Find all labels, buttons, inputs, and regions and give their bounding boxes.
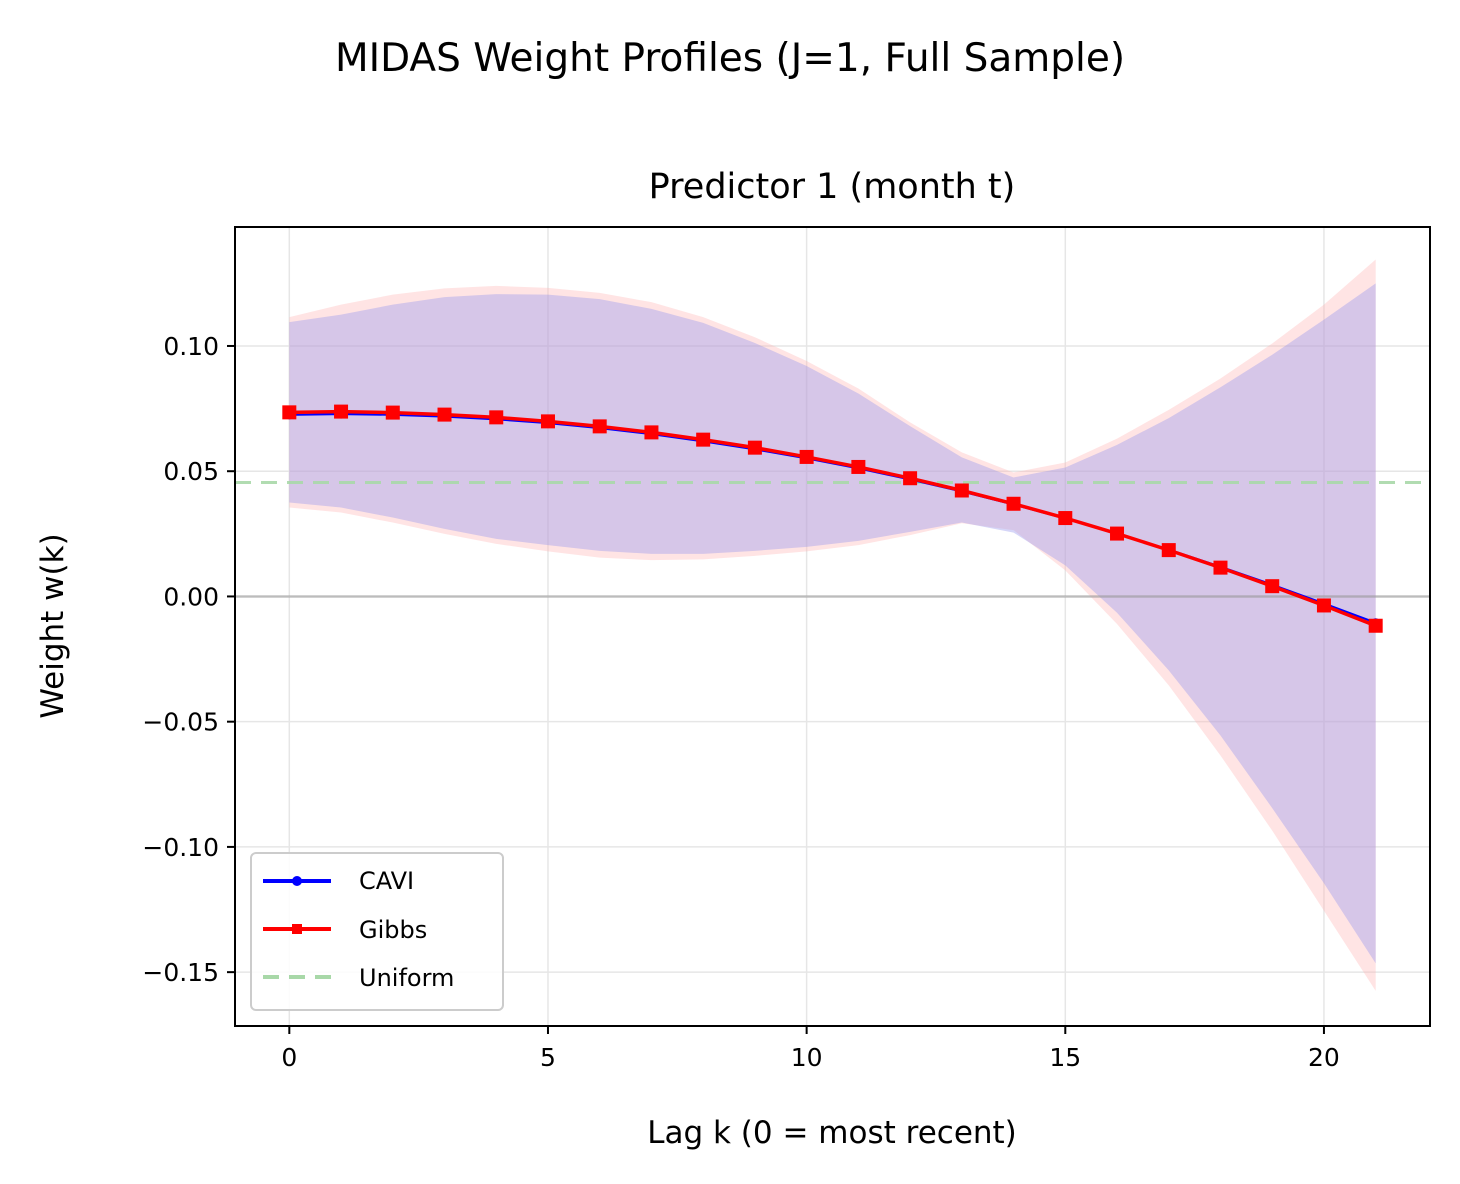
gibbs-point-16 bbox=[1110, 526, 1125, 541]
x-axis-label: Lag k (0 = most recent) bbox=[647, 1115, 1017, 1151]
y-tick-label-5: 0.10 bbox=[163, 332, 219, 361]
gibbs-point-21 bbox=[1368, 618, 1383, 633]
gibbs-point-6 bbox=[592, 419, 607, 434]
legend-frame bbox=[250, 852, 504, 1011]
legend: CAVI Gibbs Uniform bbox=[250, 852, 504, 1011]
gibbs-point-12 bbox=[903, 471, 918, 486]
legend-gibbs-marker bbox=[292, 924, 302, 934]
y-tick-label-1: −0.10 bbox=[142, 833, 219, 862]
gibbs-point-17 bbox=[1161, 543, 1176, 558]
gibbs-point-7 bbox=[644, 425, 659, 440]
legend-gibbs-label: Gibbs bbox=[359, 916, 427, 944]
gibbs-point-13 bbox=[954, 483, 969, 498]
gibbs-line bbox=[289, 409, 1377, 628]
gibbs-point-5 bbox=[540, 414, 555, 429]
y-axis-label: Weight w(k) bbox=[35, 533, 71, 718]
legend-cavi-marker bbox=[292, 876, 302, 886]
gibbs-point-19 bbox=[1265, 579, 1280, 594]
y-tick-label-2: −0.05 bbox=[142, 708, 219, 737]
gibbs-point-2 bbox=[385, 405, 400, 420]
x-tick-label-2: 10 bbox=[791, 1043, 823, 1072]
plot-content bbox=[235, 259, 1430, 991]
gibbs-point-9 bbox=[747, 440, 762, 455]
x-tick-label-3: 15 bbox=[1049, 1043, 1081, 1072]
gibbs-point-20 bbox=[1316, 598, 1331, 613]
y-tick-label-0: −0.15 bbox=[142, 958, 219, 987]
gibbs-point-4 bbox=[489, 410, 504, 425]
y-tick-label-3: 0.00 bbox=[163, 582, 219, 611]
x-tick-label-0: 0 bbox=[281, 1043, 297, 1072]
gibbs-point-0 bbox=[282, 405, 297, 420]
gibbs-interval-band bbox=[289, 259, 1376, 991]
chart-title: Predictor 1 (month t) bbox=[649, 167, 1016, 207]
gibbs-point-11 bbox=[851, 459, 866, 474]
x-tick-label-1: 5 bbox=[540, 1043, 556, 1072]
gibbs-point-10 bbox=[799, 449, 814, 464]
gibbs-point-18 bbox=[1213, 560, 1228, 575]
gibbs-point-3 bbox=[437, 407, 452, 422]
gibbs-point-8 bbox=[696, 432, 711, 447]
figure-suptitle: MIDAS Weight Profiles (J=1, Full Sample) bbox=[335, 36, 1125, 81]
y-tick-label-4: 0.05 bbox=[163, 457, 219, 486]
plot-frame bbox=[234, 226, 1431, 1027]
gibbs-point-15 bbox=[1058, 511, 1073, 526]
legend-uniform-label: Uniform bbox=[359, 964, 454, 992]
gibbs-point-14 bbox=[1006, 496, 1021, 511]
gibbs-point-1 bbox=[334, 404, 349, 419]
legend-cavi-label: CAVI bbox=[359, 867, 414, 895]
x-tick-label-4: 20 bbox=[1308, 1043, 1340, 1072]
cavi-interval-band bbox=[289, 283, 1376, 964]
